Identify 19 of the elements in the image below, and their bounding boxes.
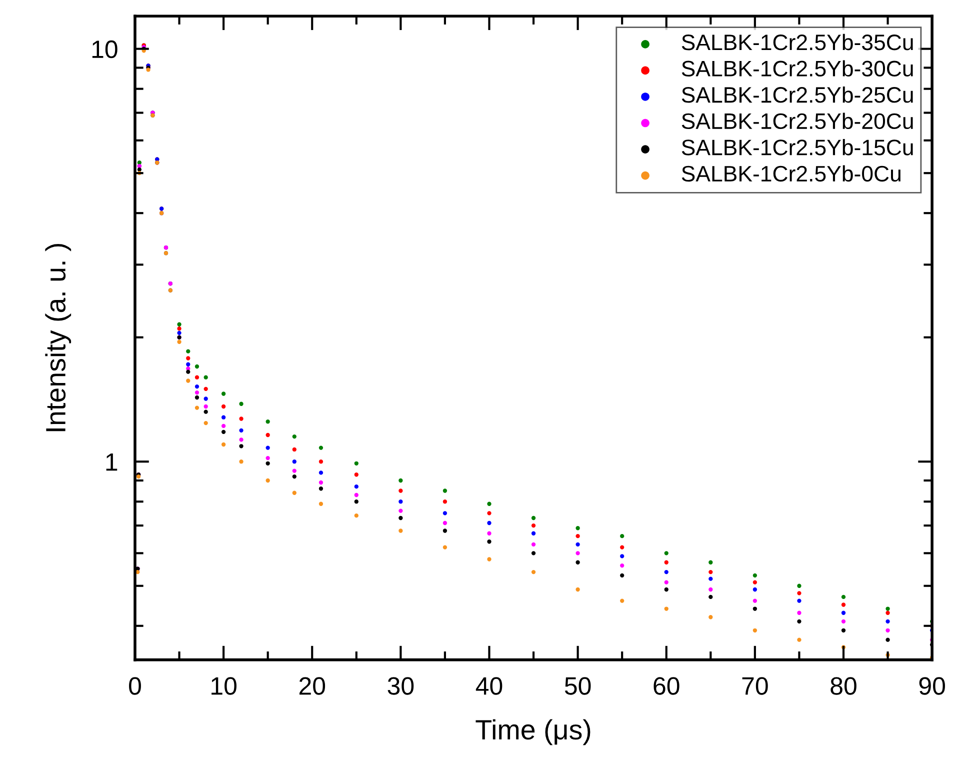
legend-label: SALBK-1Cr2.5Yb-15Cu: [682, 139, 913, 156]
legend-label: SALBK-1Cr2.5Yb-20Cu: [682, 112, 913, 130]
x-tick-label: 60: [654, 677, 680, 695]
x-tick-label: 90: [919, 677, 945, 695]
x-tick-label: 40: [476, 677, 502, 695]
x-tick-label: 0: [129, 677, 141, 695]
y-axis-title: Intensity (a. u. ): [45, 244, 72, 432]
x-tick-label: 20: [299, 677, 326, 695]
legend-label: SALBK-1Cr2.5Yb-35Cu: [682, 34, 913, 50]
x-tick-label: 10: [212, 677, 236, 695]
legend-label: SALBK-1Cr2.5Yb-30Cu: [682, 60, 913, 77]
x-tick-label: 80: [830, 677, 856, 695]
x-axis-title: Time (μs): [476, 719, 590, 746]
x-tick-label: 50: [564, 677, 591, 695]
y-tick-label: 1: [106, 453, 118, 471]
x-tick-label: 70: [742, 677, 768, 695]
x-tick-label: 30: [388, 677, 414, 695]
legend-label: SALBK-1Cr2.5Yb-25Cu: [682, 86, 913, 103]
legend-label: SALBK-1Cr2.5Yb-0Cu: [682, 165, 900, 182]
